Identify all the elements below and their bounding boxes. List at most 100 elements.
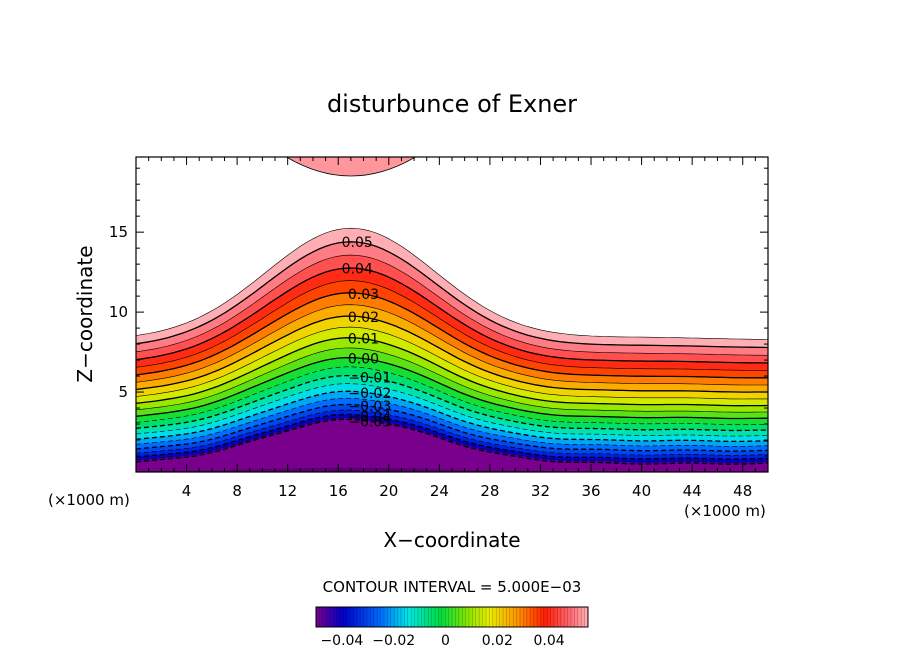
x-tick-label: 36	[581, 482, 600, 500]
colorbar-cell	[448, 607, 453, 627]
colorbar-cell	[319, 607, 324, 627]
contour-line	[136, 397, 768, 447]
contour-line	[136, 374, 768, 432]
colorbar-cell	[530, 607, 534, 627]
upper-blob	[285, 157, 417, 177]
x-axis: 4 8 12 16 20 24 28 32 36 40 44 48	[148, 157, 756, 500]
y-axis-label: Z−coordinate	[73, 245, 97, 382]
colorbar-cell	[581, 607, 585, 627]
colorbar-cell	[363, 607, 368, 627]
colorbar-tick-label: −0.04	[320, 633, 363, 649]
contour-label: −0.02	[348, 386, 391, 402]
colorbar-cell	[486, 607, 490, 627]
contour-label: −0.03	[348, 399, 391, 415]
x-tick-label: 48	[733, 482, 752, 500]
colorbar-cell	[509, 607, 514, 627]
colorbar-cell	[441, 607, 446, 627]
colorbar-cell	[475, 607, 480, 627]
colorbar-cell	[384, 607, 388, 627]
x-tick-label: 24	[430, 482, 449, 500]
colorbar-cell	[316, 607, 320, 627]
y-axis: 5 10 15	[109, 167, 768, 457]
colorbar-cell	[574, 607, 579, 627]
x-axis-label: X−coordinate	[383, 528, 520, 552]
colorbar-cell	[462, 607, 466, 627]
x-unit-right: (×1000 m)	[684, 502, 766, 520]
colorbar-cell	[513, 607, 517, 627]
colorbar-cell	[394, 607, 398, 627]
contour-label: −0.05	[348, 414, 391, 430]
colorbar-cell	[465, 607, 470, 627]
colorbar-cell	[533, 607, 538, 627]
colorbar-cell	[482, 607, 487, 627]
contour-label: 0.04	[342, 261, 373, 277]
colorbar-cell	[401, 607, 405, 627]
colorbar-cell	[523, 607, 528, 627]
colorbar-cell	[557, 607, 562, 627]
colorbar-cell	[343, 607, 347, 627]
contour-labels: 0.05 0.04 0.03 0.02 0.01 0.00 −0.01−0.02−0.03−…	[342, 235, 392, 430]
contour-line	[136, 292, 768, 379]
colorbar-cell	[428, 607, 432, 627]
colorbar-cell	[550, 607, 555, 627]
colorbar-tick-label: 0	[441, 633, 450, 649]
colorbar-tick-label: 0.04	[534, 633, 565, 649]
colorbar-cell	[472, 607, 477, 627]
colorbar-cell	[503, 607, 507, 627]
colorbar-cell	[526, 607, 531, 627]
contour-label: 0.01	[348, 332, 379, 348]
colorbar-cell	[499, 607, 504, 627]
colorbar-cell	[346, 607, 351, 627]
x-tick-label: 28	[480, 482, 499, 500]
colorbar-cell	[397, 607, 402, 627]
colorbar-cell	[418, 607, 422, 627]
colorbar-cell	[421, 607, 426, 627]
colorbar-cell	[577, 607, 582, 627]
colorbar-cell	[407, 607, 412, 627]
x-tick-label: 40	[632, 482, 651, 500]
colorbar-cell	[373, 607, 378, 627]
colorbar-cell	[469, 607, 473, 627]
colorbar-cell	[438, 607, 443, 627]
contour-label: −0.01	[348, 370, 391, 386]
x-tick-label: 4	[182, 482, 192, 500]
colorbar-cell	[339, 607, 344, 627]
colorbar-cell	[547, 607, 551, 627]
colorbar-cell	[458, 607, 463, 627]
colorbar-cell	[445, 607, 449, 627]
colorbar-cell	[571, 607, 575, 627]
colorbar-cell	[540, 607, 545, 627]
colorbar-cell	[479, 607, 483, 627]
y-tick-label: 5	[118, 383, 128, 401]
colorbar-cell	[543, 607, 548, 627]
colorbar-cell	[356, 607, 361, 627]
contour-line	[136, 390, 768, 443]
contour-line	[136, 227, 768, 340]
x-tick-label: 20	[379, 482, 398, 500]
colorbar-cell	[492, 607, 497, 627]
x-tick-label: 12	[278, 482, 297, 500]
colorbar-cell	[333, 607, 337, 627]
colorbar-cell	[452, 607, 456, 627]
colorbar-cell	[387, 607, 392, 627]
x-unit-left: (×1000 m)	[48, 491, 130, 509]
contour-line	[136, 267, 768, 364]
colorbar-cell	[411, 607, 415, 627]
contour-interval: CONTOUR INTERVAL = 5.000E−03	[323, 578, 582, 596]
contour-label: −0.04	[348, 409, 391, 425]
colorbar-cell	[404, 607, 409, 627]
contour-line	[136, 417, 768, 463]
contour-line	[136, 304, 768, 386]
contour-line	[136, 366, 768, 425]
colorbar-cell	[435, 607, 439, 627]
contour-line	[136, 347, 768, 413]
colorbar-cell	[377, 607, 381, 627]
y-tick-label: 15	[109, 223, 128, 241]
contour-lines	[136, 227, 768, 465]
contour-line	[136, 403, 768, 452]
contour-line	[136, 337, 768, 407]
contour-line	[136, 356, 768, 420]
colorbar-ticks: −0.04 −0.02 0 0.02 0.04	[320, 633, 564, 649]
colorbar-cell	[390, 607, 395, 627]
